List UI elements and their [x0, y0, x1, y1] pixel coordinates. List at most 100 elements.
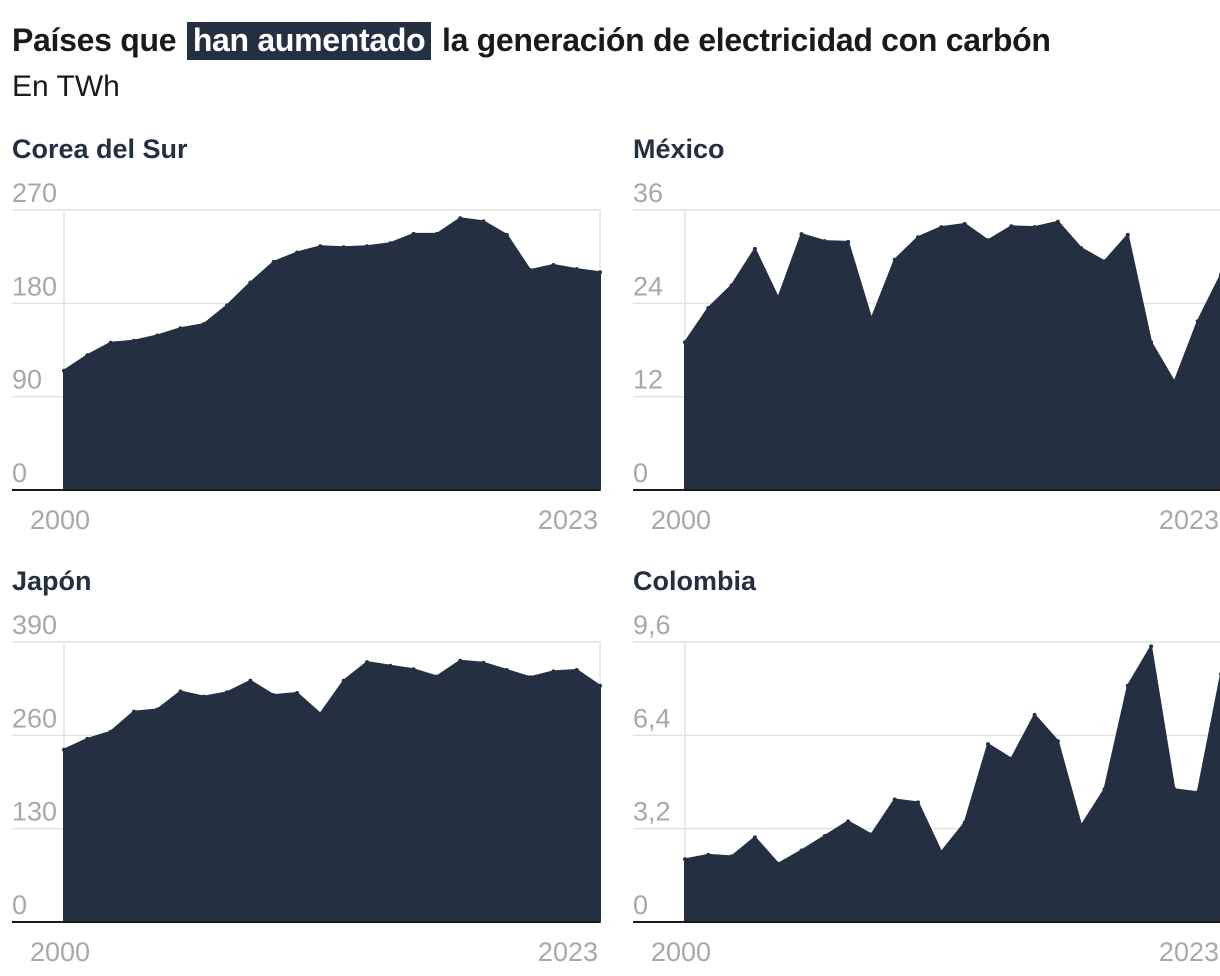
data-point	[1172, 379, 1177, 384]
data-point	[752, 246, 757, 251]
data-point	[411, 231, 416, 236]
data-point	[1102, 787, 1107, 792]
data-point	[434, 231, 439, 236]
y-tick-label: 24	[633, 271, 663, 301]
title-before: Países que	[12, 22, 177, 58]
data-point	[1079, 823, 1084, 828]
data-point	[752, 835, 757, 840]
x-tick-label: 2023	[1159, 937, 1219, 967]
data-point	[1032, 225, 1037, 230]
data-point	[62, 747, 66, 752]
x-tick-label: 2000	[30, 505, 90, 535]
data-point	[1149, 340, 1154, 345]
data-point	[1195, 790, 1200, 795]
y-tick-label: 0	[12, 890, 27, 920]
x-tick-label: 2000	[30, 937, 90, 967]
area-series	[63, 659, 601, 923]
chart-panel-corea-del-sur: Corea del Sur 0 90 180 270 2000 2023	[12, 134, 612, 544]
data-point	[846, 819, 851, 824]
y-tick-label: 90	[12, 365, 42, 395]
data-point	[776, 295, 781, 300]
data-point	[131, 709, 136, 714]
chart-title: Japón	[12, 566, 92, 596]
data-point	[318, 711, 323, 716]
data-point	[799, 232, 804, 237]
page-subtitle: En TWh	[12, 70, 120, 103]
data-point	[822, 239, 827, 244]
data-point	[178, 689, 183, 694]
data-point	[683, 857, 687, 862]
data-point	[178, 326, 183, 331]
data-point	[201, 322, 206, 327]
data-point	[574, 668, 579, 672]
data-point	[434, 674, 439, 679]
data-point	[916, 235, 920, 240]
data-point	[683, 340, 687, 345]
y-tick-label: 260	[12, 703, 57, 733]
data-point	[108, 729, 113, 734]
data-point	[85, 736, 90, 741]
data-point	[388, 241, 393, 246]
title-highlight: han aumentado	[186, 22, 432, 60]
chart-svg-colombia: 0 3,2 6,4 9,6 2000 2023	[633, 610, 1220, 967]
chart-svg-japon: 0 130 260 390 2000 2023	[12, 610, 602, 967]
y-tick-label: 0	[12, 458, 27, 488]
data-point	[799, 848, 804, 853]
data-point	[411, 667, 416, 672]
data-point	[1125, 683, 1130, 688]
y-tick-label: 270	[12, 178, 57, 208]
data-point	[481, 219, 486, 224]
data-point	[598, 683, 602, 688]
y-tick-label: 9,6	[633, 610, 671, 640]
data-point	[62, 368, 66, 373]
data-point	[481, 660, 486, 665]
chart-title: Colombia	[633, 566, 757, 596]
data-point	[962, 222, 967, 226]
data-point	[892, 797, 897, 802]
area-series	[684, 220, 1220, 491]
data-point	[706, 852, 711, 857]
data-point	[1009, 756, 1014, 761]
data-point	[916, 800, 920, 805]
data-point	[504, 668, 509, 672]
data-point	[869, 316, 874, 321]
data-point	[551, 669, 556, 674]
data-point	[1055, 219, 1060, 224]
title-after: la generación de electricidad con carbón	[441, 22, 1051, 58]
y-tick-label: 180	[12, 271, 57, 301]
data-point	[1102, 259, 1107, 264]
y-tick-label: 390	[12, 610, 57, 640]
y-tick-label: 3,2	[633, 797, 671, 827]
data-point	[271, 259, 276, 264]
y-tick-label: 6,4	[633, 703, 671, 733]
data-point	[528, 675, 533, 680]
data-point	[225, 303, 230, 308]
data-point	[295, 691, 299, 695]
data-point	[155, 707, 160, 712]
y-tick-label: 0	[633, 890, 648, 920]
data-point	[85, 353, 90, 358]
data-point	[962, 820, 967, 825]
data-point	[1149, 644, 1154, 649]
x-tick-label: 2023	[538, 937, 598, 967]
data-point	[365, 244, 369, 249]
y-tick-label: 36	[633, 178, 663, 208]
chart-svg-corea-del-sur: 0 90 180 270 2000 2023	[12, 178, 602, 535]
data-point	[776, 861, 781, 866]
data-point	[1032, 712, 1037, 717]
data-point	[939, 225, 944, 230]
data-point	[1009, 224, 1014, 229]
data-point	[108, 340, 113, 345]
data-point	[225, 690, 230, 695]
area-series	[63, 217, 601, 491]
data-point	[528, 268, 533, 273]
data-point	[388, 663, 393, 668]
data-point	[271, 693, 276, 698]
page-title: Países que han aumentado la generación d…	[12, 22, 1051, 60]
data-point	[248, 280, 253, 285]
chart-svg-mexico: 0 12 24 36 2000 2023	[633, 178, 1220, 535]
data-point	[248, 678, 253, 683]
chart-panel-mexico: México 0 12 24 36 2000 2023	[633, 134, 1220, 544]
data-point	[201, 694, 206, 699]
data-point	[1079, 246, 1084, 251]
